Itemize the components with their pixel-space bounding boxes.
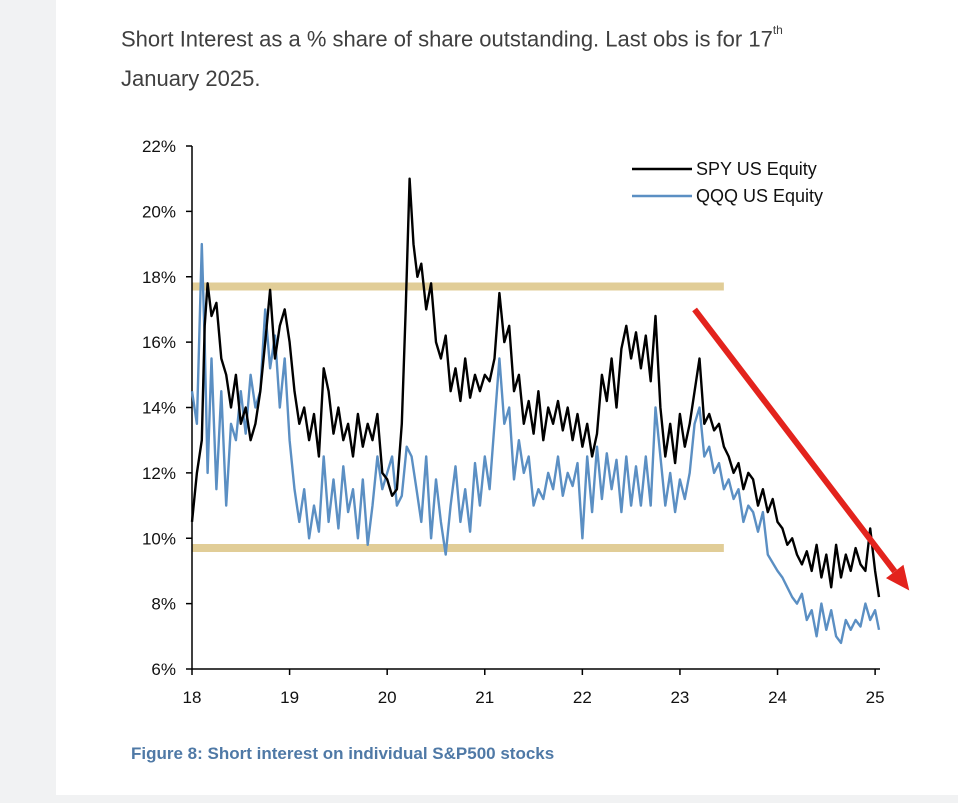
reference-bands — [192, 282, 724, 553]
x-tick-label: 22 — [573, 688, 592, 707]
x-tick-label: 20 — [378, 688, 397, 707]
x-tick-label: 25 — [866, 688, 885, 707]
y-tick-label: 10% — [142, 529, 176, 548]
trend-arrow-head — [885, 564, 910, 591]
chart-header-suffix: th — [772, 23, 783, 37]
y-tick-label: 16% — [142, 333, 176, 352]
y-tick-label: 18% — [142, 268, 176, 287]
chart-header: Short Interest as a % share of share out… — [121, 14, 921, 99]
chart-axes: 6% 8% 10% 12% 14% 16% 18% 20% 22% 18 19 20 21 22 23 24 2… — [142, 137, 885, 707]
chart-legend: SPY US Equity QQQ US Equity — [632, 159, 823, 206]
y-tick-label: 8% — [151, 595, 176, 614]
y-tick-label: 22% — [142, 137, 176, 156]
x-tick-label: 19 — [280, 688, 299, 707]
legend-label: QQQ US Equity — [696, 186, 823, 206]
y-tick-label: 14% — [142, 399, 176, 418]
chart-header-text: Short Interest as a % share of share out… — [121, 26, 773, 52]
line-chart: 6% 8% 10% 12% 14% 16% 18% 20% 22% 18 19 20 21 22 23 24 2… — [142, 137, 910, 707]
legend-label: SPY US Equity — [696, 159, 817, 179]
x-tick-label: 23 — [670, 688, 689, 707]
trend-arrow — [692, 307, 910, 591]
y-tick-label: 6% — [151, 660, 176, 679]
chart-series — [190, 177, 881, 645]
x-tick-label: 21 — [475, 688, 494, 707]
chart-header-date: January 2025. — [121, 66, 261, 92]
trend-arrow-shaft — [692, 307, 898, 574]
series-line-qqq — [190, 242, 881, 645]
x-tick-label: 18 — [183, 688, 202, 707]
y-tick-label: 20% — [142, 202, 176, 221]
figure-caption: Figure 8: Short interest on individual S… — [131, 744, 555, 763]
x-tick-label: 24 — [768, 688, 787, 707]
series-line-spy — [190, 177, 881, 598]
y-tick-label: 12% — [142, 464, 176, 483]
